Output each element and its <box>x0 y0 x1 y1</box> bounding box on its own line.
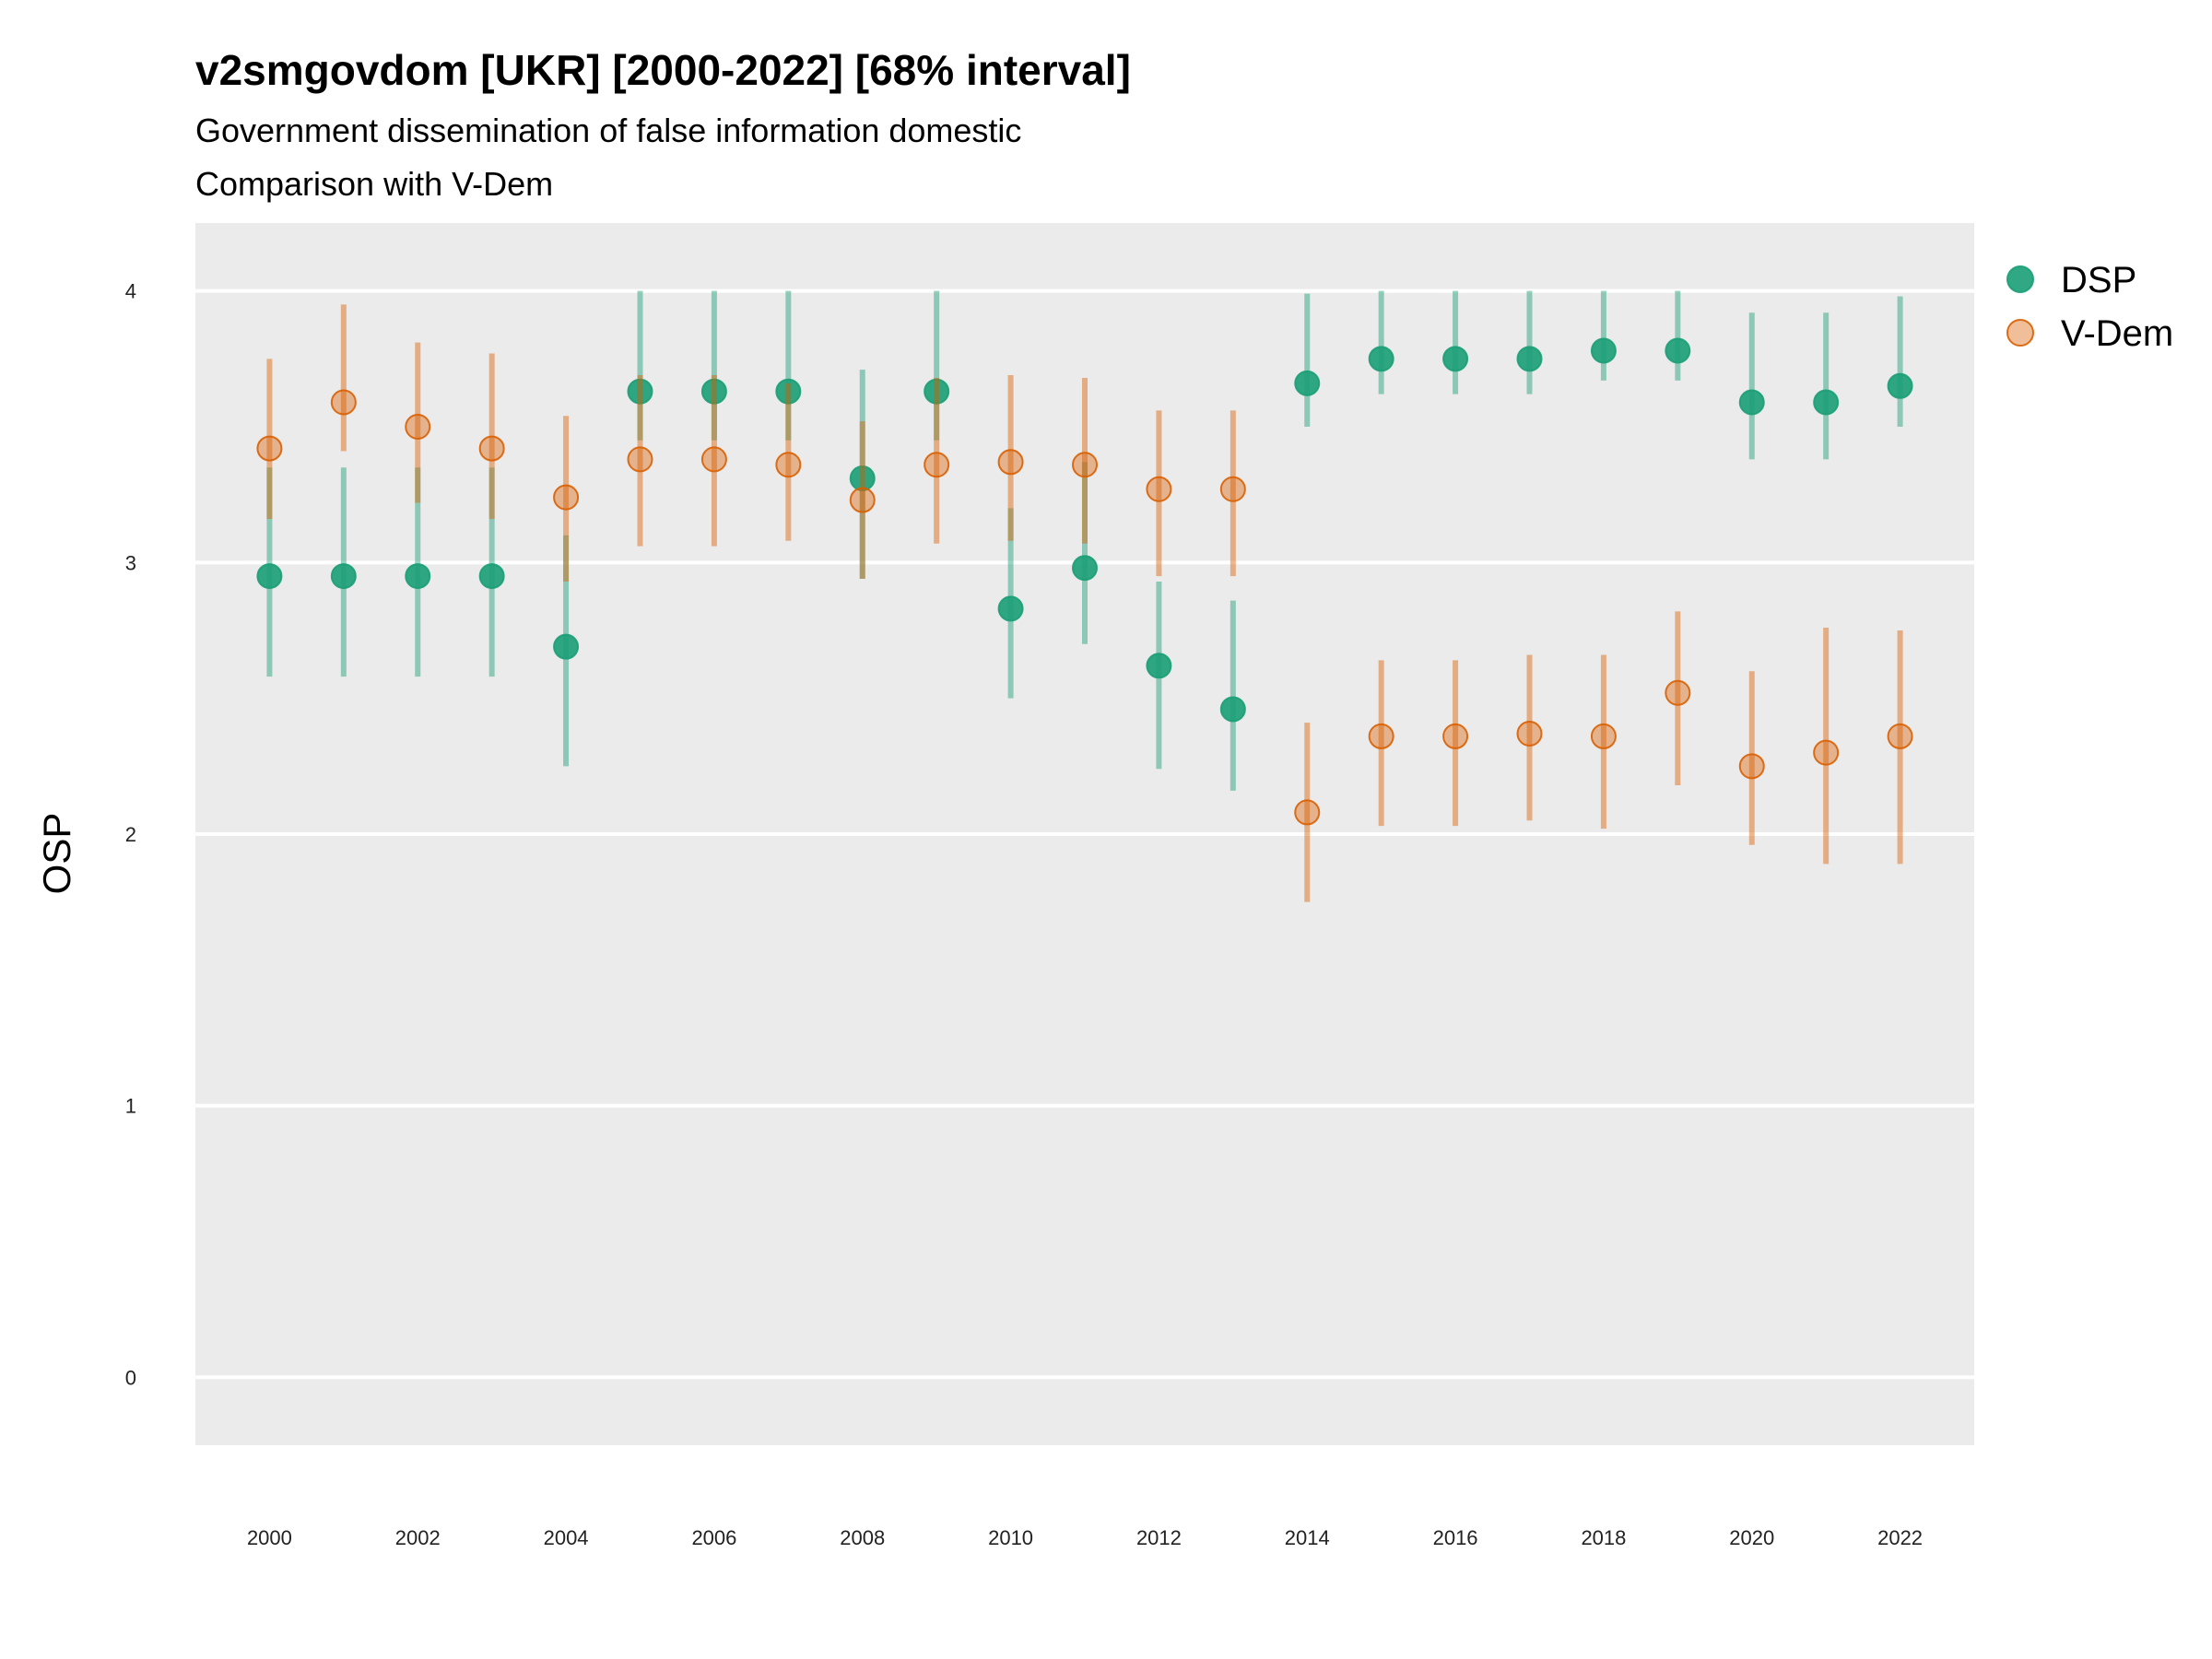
point-dsp <box>1146 653 1172 679</box>
point-v-dem <box>1442 723 1469 749</box>
point-dsp <box>775 378 802 405</box>
x-tick-label: 2002 <box>395 1526 441 1549</box>
x-tick-label: 2010 <box>988 1526 1033 1549</box>
point-dsp <box>997 595 1024 622</box>
point-v-dem <box>256 435 283 462</box>
point-dsp <box>924 378 950 405</box>
point-v-dem <box>775 452 802 478</box>
point-dsp <box>1219 696 1246 723</box>
point-dsp <box>553 633 580 660</box>
point-dsp <box>1738 389 1765 416</box>
point-v-dem <box>330 389 357 416</box>
y-tick-label: 3 <box>125 551 136 574</box>
point-v-dem <box>405 414 431 440</box>
point-dsp <box>1294 370 1321 396</box>
point-v-dem <box>627 446 653 473</box>
x-tick-label: 2018 <box>1581 1526 1626 1549</box>
x-tick-label: 2006 <box>691 1526 736 1549</box>
point-dsp <box>1072 555 1098 582</box>
point-dsp <box>849 465 876 491</box>
point-v-dem <box>1813 739 1840 766</box>
point-dsp <box>1590 337 1617 364</box>
point-v-dem <box>700 446 727 473</box>
point-dsp <box>1813 389 1840 416</box>
chart-subtitle-line-1: Government dissemination of false inform… <box>195 112 1021 149</box>
chart-subtitle-line-2: Comparison with V-Dem <box>195 165 553 203</box>
point-dsp <box>330 563 357 590</box>
x-tick-label: 2000 <box>247 1526 292 1549</box>
point-v-dem <box>1146 476 1172 502</box>
point-v-dem <box>1887 723 1913 749</box>
legend-label-dsp: DSP <box>2061 260 2136 300</box>
point-v-dem <box>1219 476 1246 502</box>
legend-swatch-dsp <box>2006 265 2034 293</box>
point-dsp <box>1665 337 1691 364</box>
legend-label-v-dem: V-Dem <box>2061 313 2173 354</box>
y-tick-label: 4 <box>125 280 136 303</box>
legend-swatch-v-dem <box>2006 319 2034 347</box>
point-v-dem <box>849 487 876 513</box>
y-tick-label: 0 <box>125 1366 136 1389</box>
chart-title: v2smgovdom [UKR] [2000-2022] [68% interv… <box>195 46 1131 94</box>
point-v-dem <box>924 452 950 478</box>
series-v-dem <box>256 304 1913 902</box>
point-v-dem <box>997 449 1024 476</box>
point-dsp <box>700 378 727 405</box>
point-v-dem <box>1072 452 1098 478</box>
chart-marks <box>256 290 1913 902</box>
series-dsp <box>256 290 1913 791</box>
point-dsp <box>1887 372 1913 399</box>
point-dsp <box>478 563 505 590</box>
point-dsp <box>627 378 653 405</box>
point-dsp <box>256 563 283 590</box>
point-dsp <box>1516 346 1543 372</box>
y-axis-label: OSP <box>35 813 78 895</box>
x-tick-label: 2014 <box>1285 1526 1330 1549</box>
point-dsp <box>1442 346 1469 372</box>
y-tick-label: 1 <box>125 1095 136 1118</box>
point-dsp <box>1368 346 1394 372</box>
point-v-dem <box>1590 723 1617 749</box>
y-axis-ticks: 0 1 2 3 4 <box>125 280 136 1390</box>
point-v-dem <box>1516 720 1543 747</box>
point-v-dem <box>1368 723 1394 749</box>
point-v-dem <box>1738 753 1765 780</box>
x-axis-ticks: 2000 2002 2004 2006 2008 2010 2012 2014 2016 2018… <box>247 1526 1923 1549</box>
point-dsp <box>405 563 431 590</box>
x-tick-label: 2008 <box>840 1526 885 1549</box>
x-tick-label: 2012 <box>1136 1526 1182 1549</box>
y-tick-label: 2 <box>125 823 136 846</box>
x-tick-label: 2020 <box>1729 1526 1774 1549</box>
x-tick-label: 2022 <box>1877 1526 1923 1549</box>
point-v-dem <box>478 435 505 462</box>
point-v-dem <box>553 484 580 511</box>
point-v-dem <box>1665 679 1691 706</box>
x-tick-label: 2016 <box>1433 1526 1478 1549</box>
point-v-dem <box>1294 799 1321 826</box>
legend: DSP V-Dem <box>2006 260 2173 354</box>
x-tick-label: 2004 <box>544 1526 589 1549</box>
